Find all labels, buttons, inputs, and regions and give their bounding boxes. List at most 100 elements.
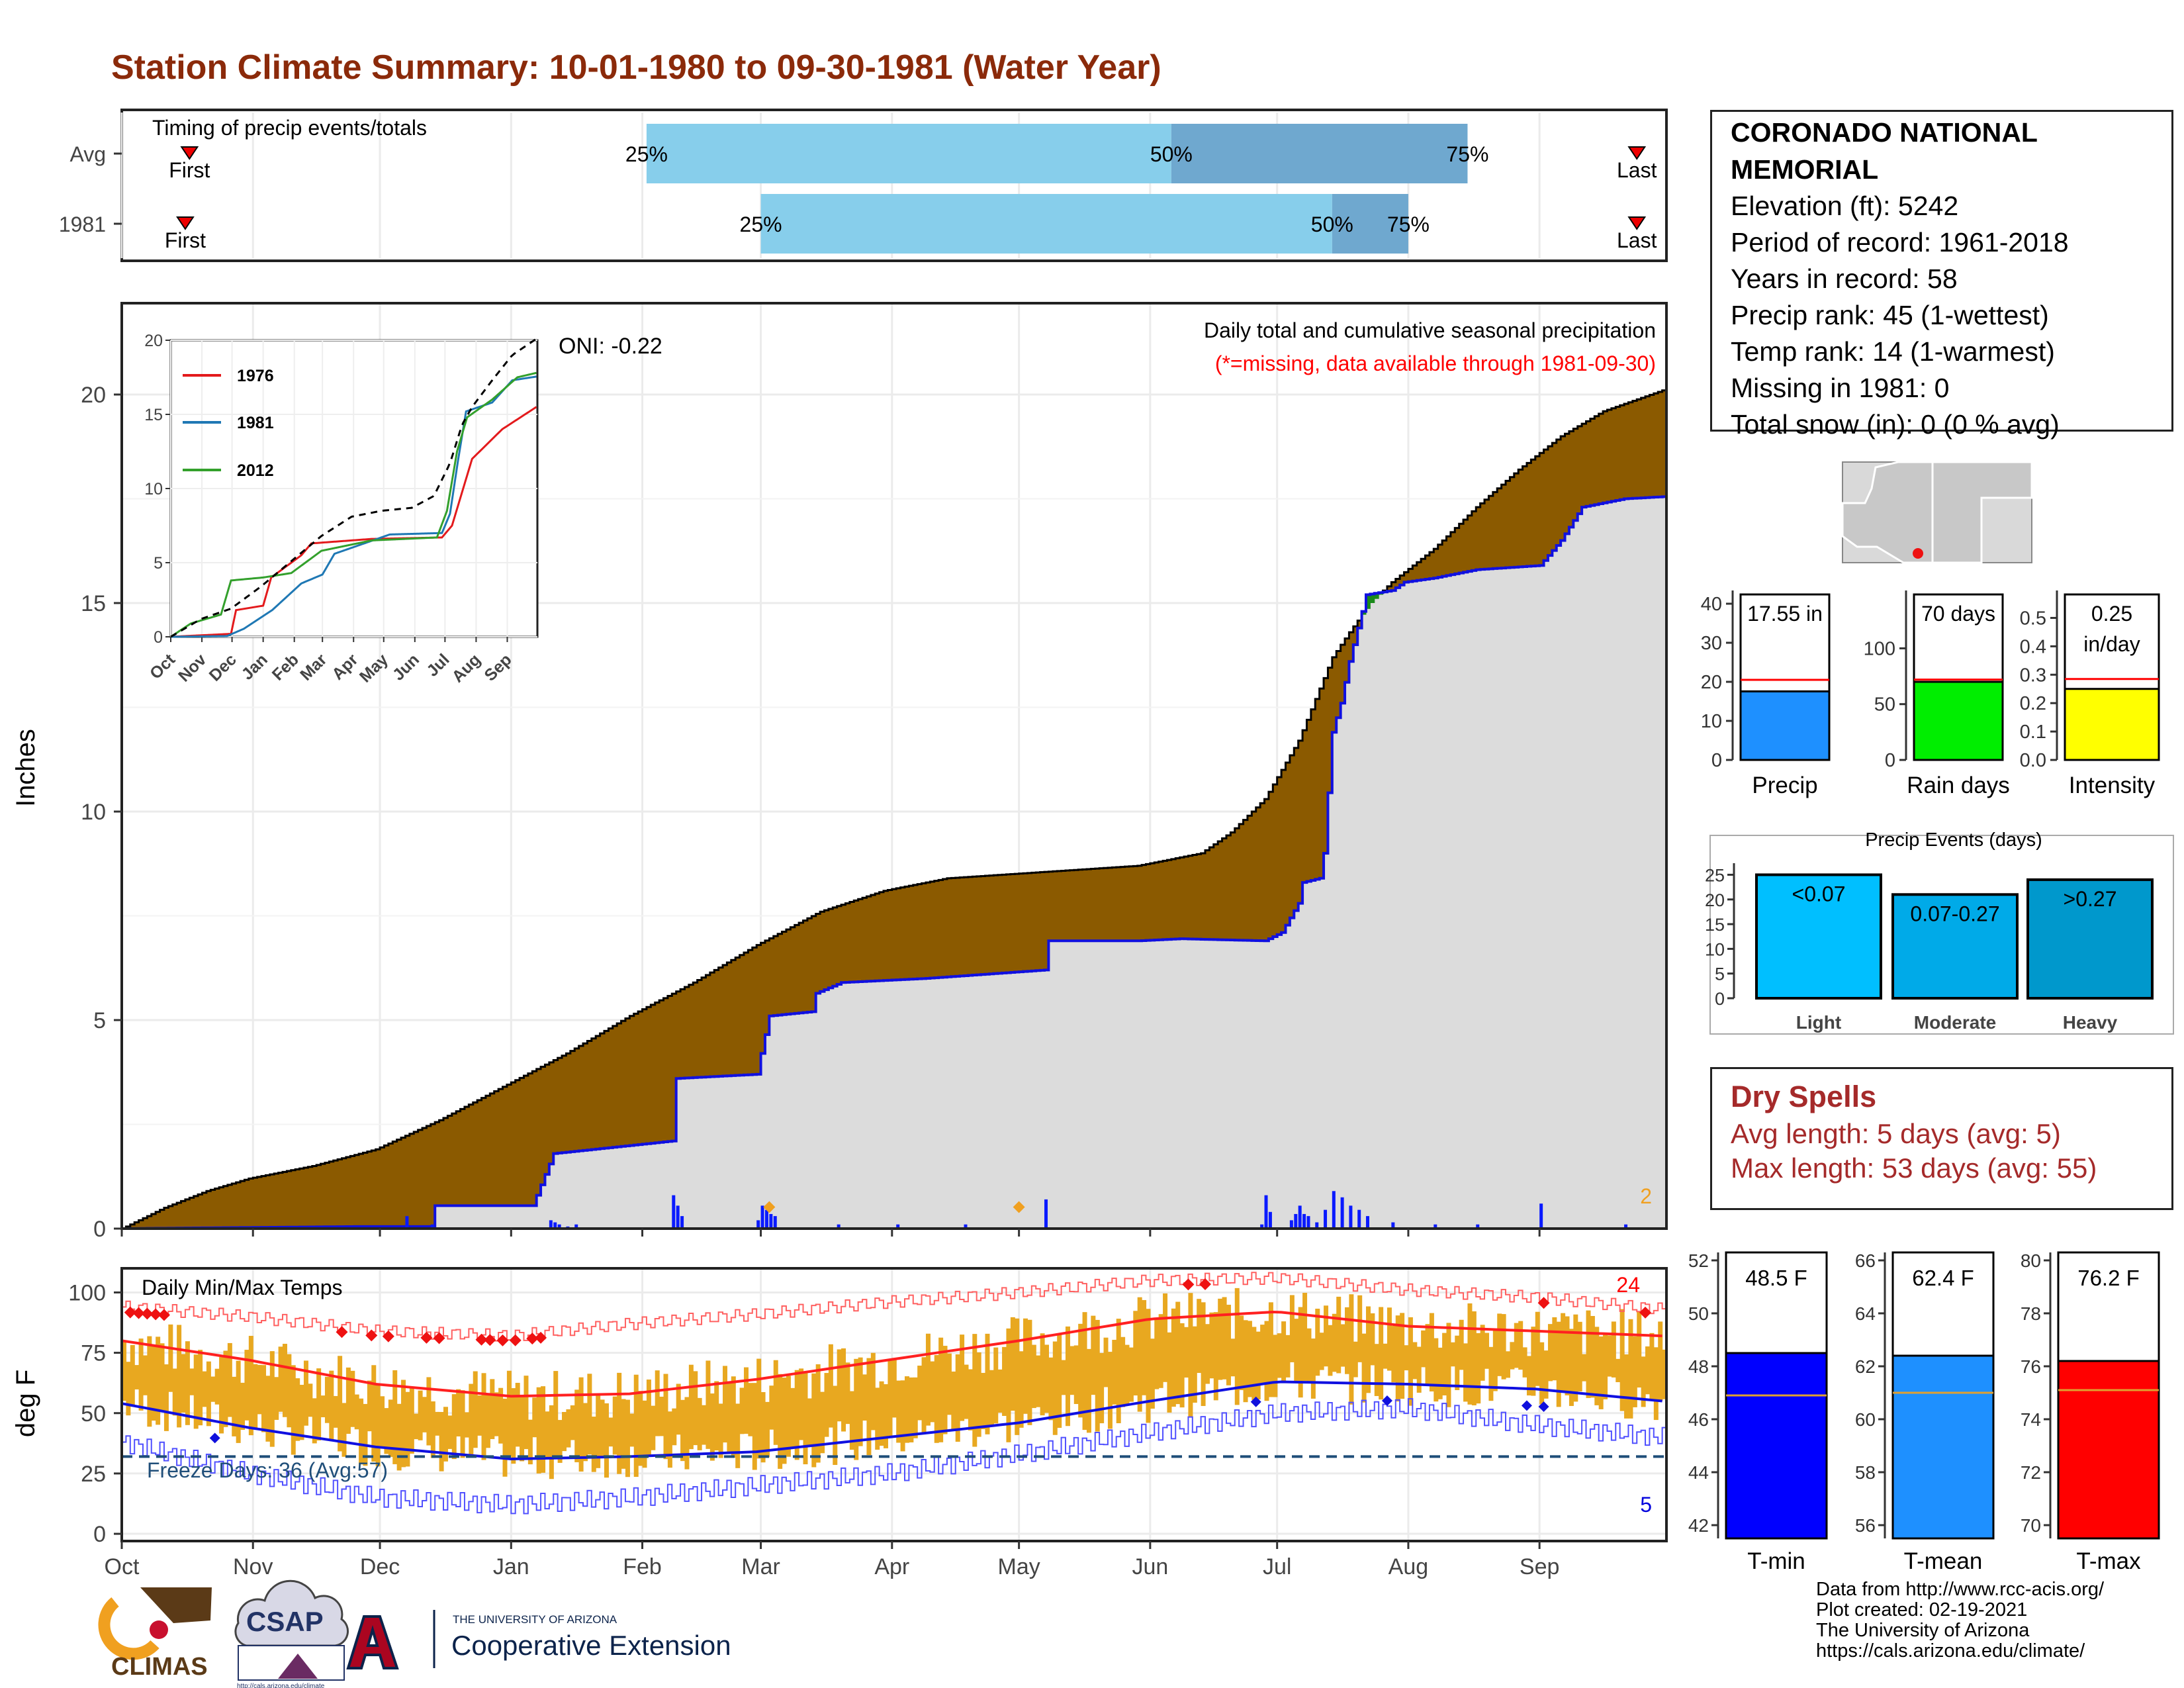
daily-temp-bar [1395, 1315, 1400, 1402]
t-max-ytick-label: 74 [2021, 1409, 2041, 1430]
timing-first-label: First [165, 228, 206, 252]
daily-temp-bar [1163, 1293, 1168, 1382]
temp-panel: 0 25 50 75 100 Oct Nov Dec Jan Feb Mar Apr May Jun Jul… [11, 1267, 1668, 1579]
record-max-line [122, 1272, 1666, 1342]
record-high-marker [1182, 1278, 1195, 1291]
daily-temp-bar [227, 1342, 232, 1417]
daily-temp-bar [621, 1399, 626, 1469]
timing-first-marker [180, 146, 199, 160]
daily-temp-bar [1230, 1338, 1236, 1377]
daily-temp-bar [1107, 1352, 1113, 1429]
daily-temp-bar [1057, 1333, 1062, 1428]
daily-temp-bar [985, 1333, 990, 1434]
daily-temp-bar [257, 1364, 262, 1415]
daily-temp-bar [430, 1401, 435, 1458]
precip-summary-ytick-label: 40 [1701, 594, 1722, 615]
daily-temp-bar [1023, 1318, 1028, 1414]
timing-p50-label: 50% [1311, 212, 1353, 236]
daily-precip-bar [557, 1224, 561, 1229]
intensity-summary-ytick-label: 0.4 [2020, 636, 2046, 657]
daily-temp-bar [303, 1360, 308, 1426]
daily-temp-bar [1603, 1334, 1608, 1399]
daily-temp-bar [1383, 1343, 1388, 1369]
daily-temp-bar [1315, 1308, 1320, 1376]
precip-ytick-label: 5 [93, 1008, 106, 1033]
daily-temp-bar [1069, 1346, 1075, 1395]
daily-temp-bar [320, 1395, 326, 1417]
daily-temp-bar [265, 1376, 271, 1442]
daily-temp-bar [447, 1415, 453, 1449]
precip-missing-note: (*=missing, data available through 1981-… [1215, 352, 1656, 375]
dry-spells-avg: Avg length: 5 days (avg: 5) [1731, 1118, 2061, 1149]
daily-temp-bar [1095, 1319, 1100, 1432]
t-min-ytick-label: 44 [1688, 1462, 1709, 1483]
climas-text: CLIMAS [111, 1653, 208, 1681]
daily-temp-bar [1192, 1326, 1197, 1403]
daily-temp-bar [1471, 1311, 1477, 1405]
events-bar-label: >0.27 [2064, 887, 2117, 911]
daily-precip-bar [676, 1205, 680, 1229]
daily-temp-bar [946, 1353, 952, 1415]
daily-temp-bar [553, 1371, 559, 1458]
temp-xtick-label-aug: Aug [1388, 1554, 1429, 1579]
station-years: Years in record: 58 [1731, 263, 1958, 294]
temp-xtick-label-apr: Apr [874, 1554, 909, 1579]
inset-line-average [170, 338, 536, 638]
t-min-ytick-label: 42 [1688, 1515, 1709, 1536]
daily-temp-bar [1442, 1333, 1447, 1395]
daily-temp-bar [308, 1383, 313, 1417]
daily-precip-bar [1306, 1216, 1310, 1229]
t-max-ytick-label: 70 [2021, 1515, 2041, 1536]
daily-temp-bar [811, 1373, 817, 1468]
csap-url: http://cals.arizona.edu/climate [237, 1683, 325, 1688]
daily-precip-bar [1624, 1224, 1628, 1229]
daily-temp-bar [409, 1388, 414, 1454]
record-high-marker [433, 1332, 445, 1344]
daily-temp-bar [651, 1405, 656, 1450]
record-high-marker [150, 1308, 162, 1321]
daily-temp-bar [752, 1383, 757, 1470]
daily-temp-bar [477, 1395, 482, 1436]
daily-temp-bar [862, 1374, 868, 1421]
daily-temp-bar [960, 1335, 965, 1421]
daily-precip-bar [1044, 1199, 1048, 1229]
daily-precip-bar [837, 1224, 841, 1229]
daily-temp-bar [278, 1346, 283, 1412]
daily-precip-bar [1476, 1224, 1480, 1229]
timing-last-label: Last [1617, 228, 1657, 252]
daily-temp-bar [1302, 1292, 1308, 1382]
daily-temp-bar [925, 1333, 931, 1426]
record-high-marker [535, 1331, 547, 1344]
daily-temp-bar [1158, 1314, 1163, 1388]
daily-temp-bar [705, 1360, 711, 1449]
record-high-marker [365, 1329, 378, 1342]
timing-p75-label: 75% [1446, 142, 1488, 166]
daily-temp-bar [142, 1355, 148, 1395]
temp-ytick-label: 100 [68, 1280, 106, 1305]
intensity-summary-value-label: 0.25 [2091, 602, 2132, 626]
precip-summary-value-label: 17.55 in [1747, 602, 1823, 626]
temp-xtick-label-may: May [998, 1554, 1040, 1579]
daily-temp-bar [1459, 1319, 1464, 1370]
record-min-line [122, 1398, 1666, 1515]
daily-temp-bar [976, 1352, 981, 1437]
daily-temp-bar [1044, 1344, 1049, 1413]
events-ytick-label: 5 [1715, 964, 1725, 984]
temp-ytick-label: 0 [93, 1522, 106, 1547]
intensity-summary-xlabel: Intensity [2069, 773, 2156, 798]
events-bar-heavy [2026, 878, 2154, 1000]
daily-temp-bar [727, 1381, 732, 1452]
daily-temp-bar [405, 1391, 410, 1467]
daily-temp-bar [460, 1390, 465, 1458]
record-low-marker [1250, 1396, 1261, 1407]
daily-temp-bar [879, 1381, 884, 1446]
daily-temp-bar [456, 1389, 461, 1436]
daily-temp-bar [1361, 1333, 1367, 1403]
daily-temp-bar [1031, 1344, 1036, 1409]
t-mean-value-label: 62.4 F [1912, 1266, 1974, 1290]
daily-temp-bar [159, 1343, 165, 1411]
dry-spells-box: Dry Spells Avg length: 5 days (avg: 5) M… [1710, 1067, 2173, 1210]
t-mean-ytick-label: 64 [1855, 1303, 1876, 1324]
temp-xtick-label-mar: Mar [741, 1554, 780, 1579]
